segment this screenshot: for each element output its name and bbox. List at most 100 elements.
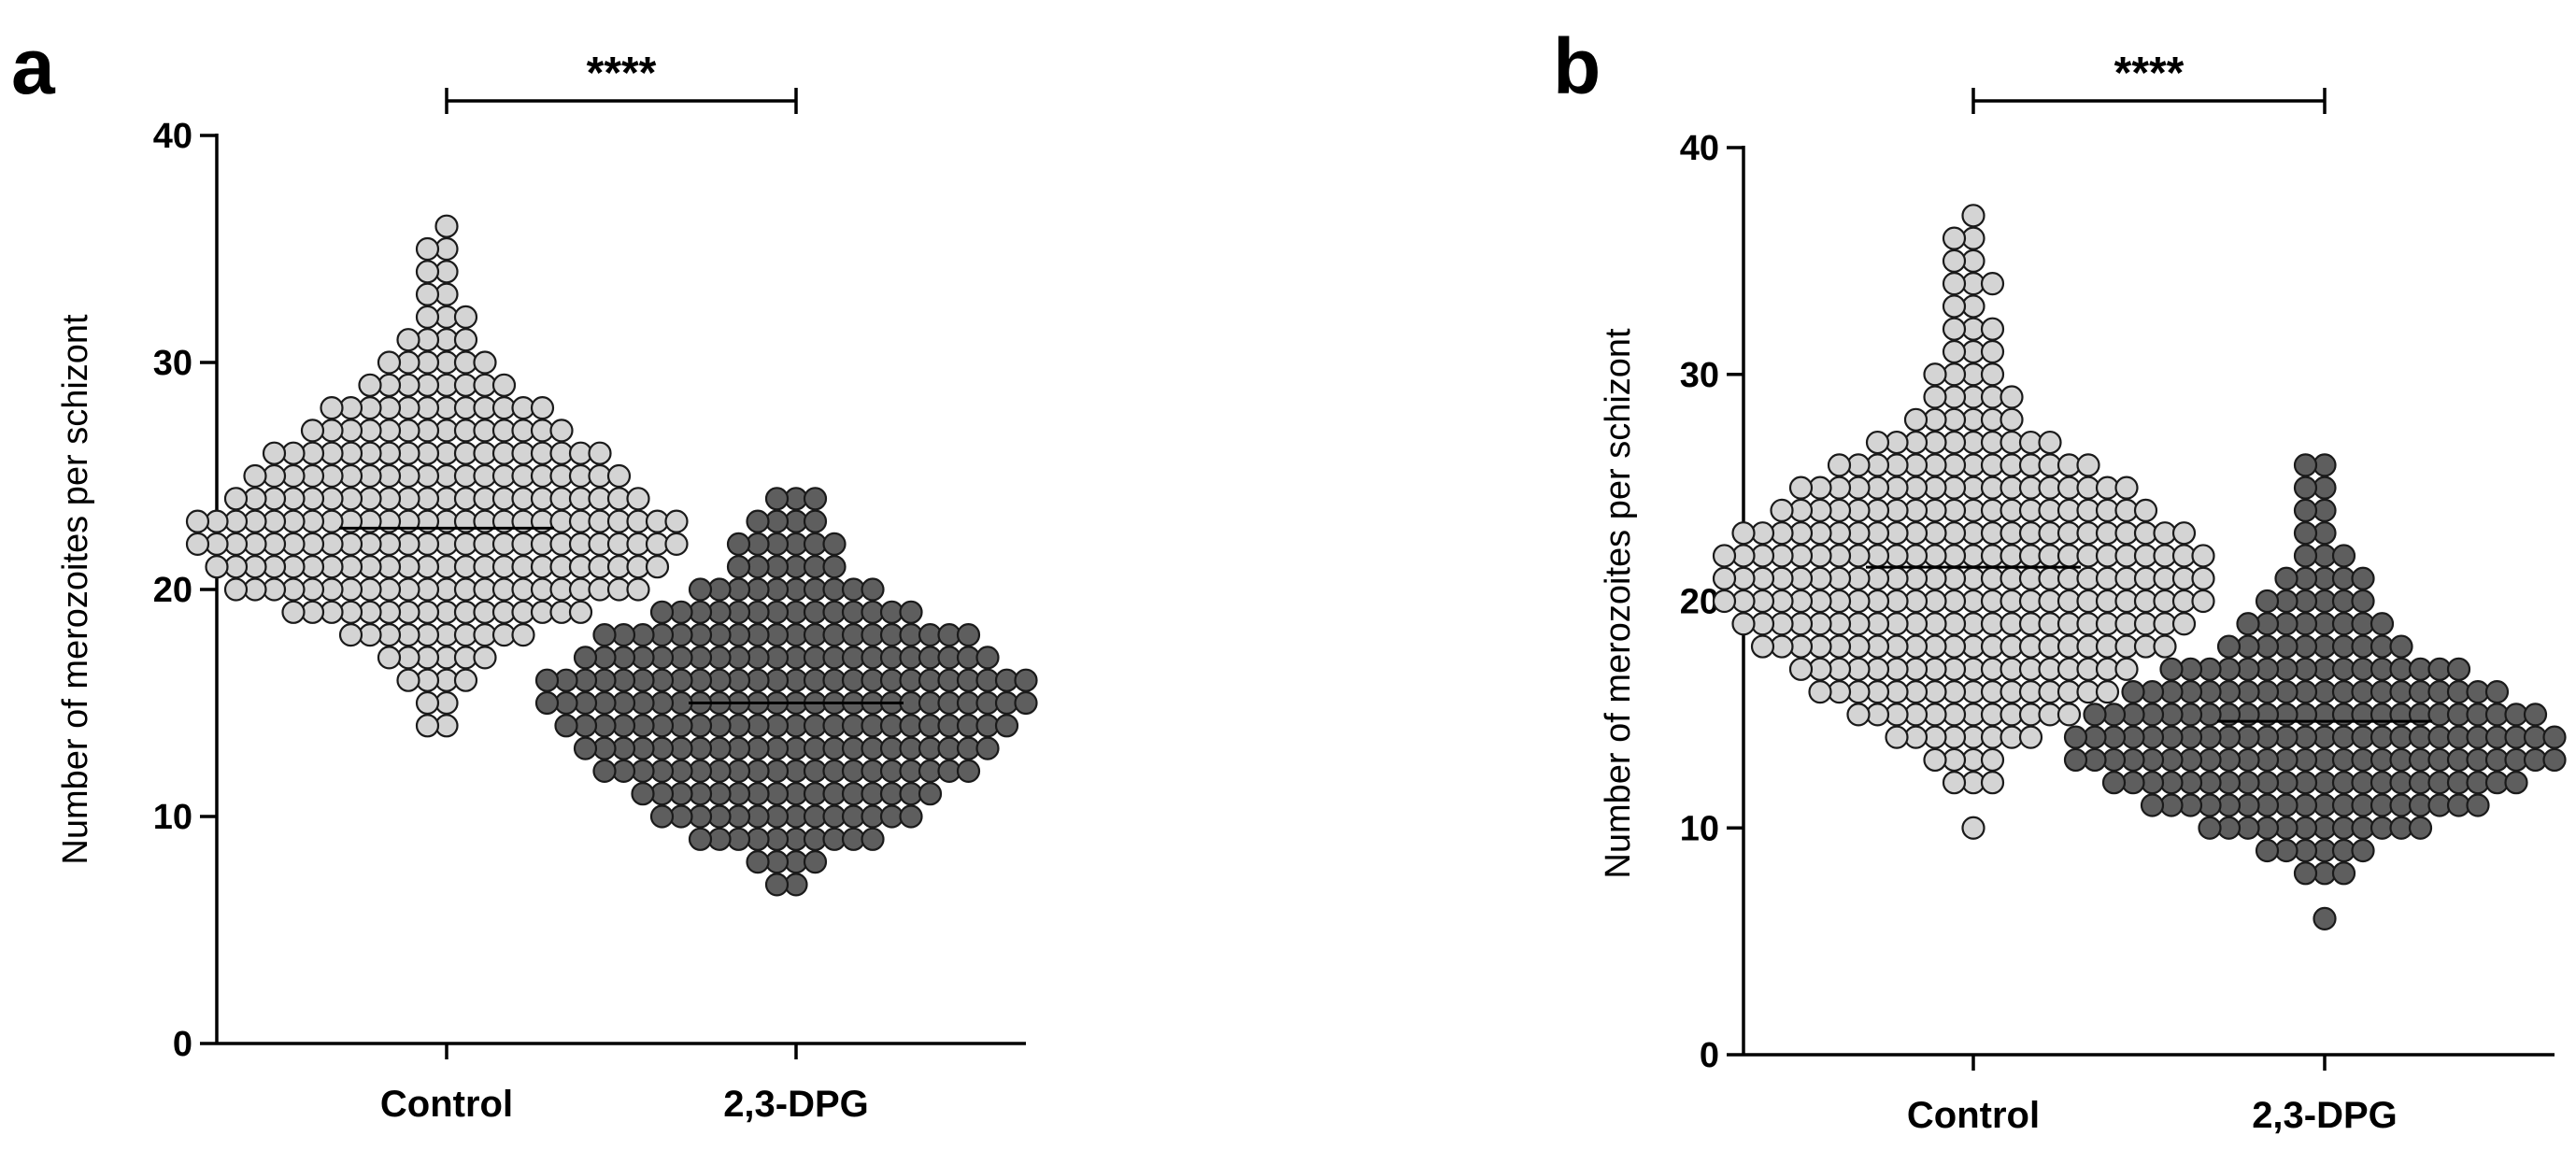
data-point [649,804,675,829]
y-tick-label: 0 [173,1025,192,1064]
data-point [2063,725,2088,749]
data-point [1750,634,1775,659]
series-2,3-DPG [534,487,1038,897]
data-point [2000,407,2024,432]
data-point [223,577,249,602]
data-point [2076,453,2100,477]
data-point [626,577,650,602]
data-point [396,668,420,692]
data-point [534,668,560,692]
data-point [994,714,1019,738]
data-point [2466,793,2490,817]
data-point [2293,476,2318,500]
data-point [1731,521,1756,546]
data-point [2198,816,2222,840]
data-point [1712,589,1737,614]
data-point [726,532,751,557]
data-point [1980,339,2005,364]
data-point [1942,339,1967,364]
data-point [223,487,249,511]
data-point [415,236,440,262]
y-axis-title: Number of merozoites per schizont [56,314,95,865]
data-point [415,260,440,284]
y-tick-label: 40 [153,117,192,156]
data-point [338,622,363,647]
data-point [2095,679,2120,704]
data-point [2018,725,2043,749]
data-point [2293,544,2318,568]
data-point [803,509,828,533]
data-point [626,487,650,511]
data-point [491,373,517,397]
data-point [592,622,617,647]
y-tick-label: 10 [153,798,192,837]
data-point [649,600,675,624]
data-point [415,690,440,716]
data-point [1712,566,1737,590]
data-point [861,577,885,602]
data-point [473,646,497,670]
data-point [377,350,402,375]
data-point [453,305,478,329]
data-point [320,396,344,420]
y-tick-label: 20 [153,571,192,610]
data-point [573,736,598,760]
data-point [205,555,229,579]
data-point [568,600,593,624]
data-point [861,827,885,851]
y-tick-label: 40 [1680,129,1719,168]
data-point [2153,634,2177,659]
data-point [2408,816,2433,840]
data-point [2293,498,2318,523]
data-point [2313,906,2337,930]
data-point [434,214,459,238]
data-point [1980,362,2005,387]
data-point [2121,679,2145,704]
series-Control [185,214,689,738]
data-point [534,690,560,716]
data-point [1712,544,1737,568]
data-point [588,441,612,465]
data-point [1827,453,1852,477]
y-tick-label: 10 [1680,809,1719,848]
data-point [2331,544,2356,568]
x-tick-label: Control [1907,1095,2040,1136]
data-point [453,328,478,352]
data-point [2446,657,2471,681]
data-point [1942,248,1967,273]
data-point [899,600,923,624]
data-point [415,714,440,738]
data-point [554,714,578,738]
data-point [2351,589,2375,614]
data-point [530,396,555,420]
data-point [243,463,267,489]
data-point [2370,612,2395,636]
data-point [185,532,210,557]
data-point [2159,657,2184,681]
data-point [573,646,598,670]
data-point [1885,725,1909,749]
data-point [185,509,210,533]
data-point [1961,204,1985,228]
data-point [956,622,981,647]
data-point [2293,521,2318,546]
data-point [726,555,751,579]
data-point [664,532,689,557]
data-point [822,555,847,579]
data-point [2140,793,2165,817]
data-point [2216,634,2242,659]
data-point [822,532,847,557]
data-point [2274,566,2298,590]
data-point [764,873,790,897]
data-point [1980,771,2005,795]
data-point [2293,453,2318,477]
data-point [764,487,790,511]
y-tick-label: 30 [153,344,192,383]
data-point [2236,612,2260,636]
data-point [975,646,1000,670]
data-point [1923,362,1947,387]
data-point [918,782,943,806]
data-point [2484,679,2510,704]
data-point [2523,703,2548,727]
data-point [415,282,440,306]
